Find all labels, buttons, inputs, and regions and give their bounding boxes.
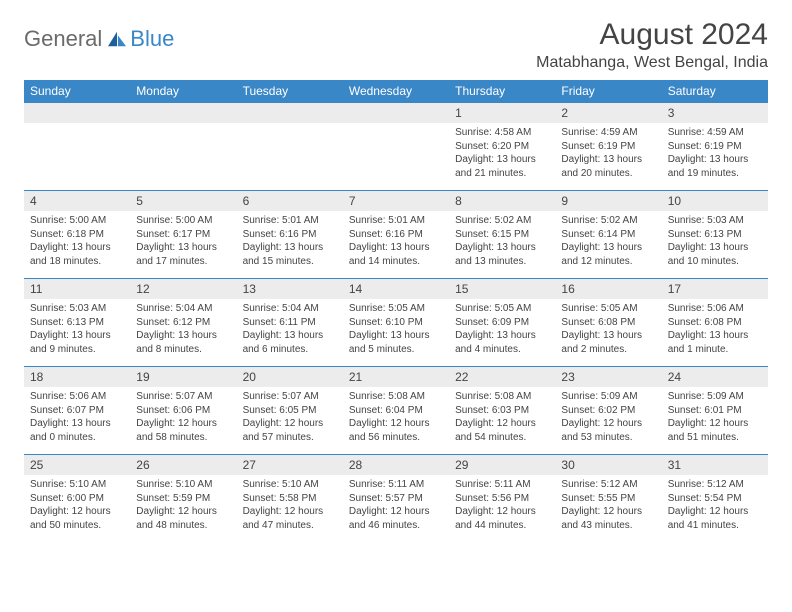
day-detail-cell: Sunrise: 5:12 AMSunset: 5:55 PMDaylight:…	[555, 475, 661, 542]
day-detail-cell: Sunrise: 5:05 AMSunset: 6:10 PMDaylight:…	[343, 299, 449, 367]
page-header: General Blue August 2024 Matabhanga, Wes…	[24, 18, 768, 72]
day-number-cell	[24, 103, 130, 124]
day-number-cell	[237, 103, 343, 124]
weekday-header-cell: Monday	[130, 80, 236, 103]
day-detail-cell: Sunrise: 5:00 AMSunset: 6:17 PMDaylight:…	[130, 211, 236, 279]
day-number-cell: 31	[662, 455, 768, 476]
day-number-cell: 6	[237, 191, 343, 212]
day-detail-cell: Sunrise: 5:04 AMSunset: 6:12 PMDaylight:…	[130, 299, 236, 367]
day-detail-cell: Sunrise: 5:02 AMSunset: 6:15 PMDaylight:…	[449, 211, 555, 279]
day-number-cell: 29	[449, 455, 555, 476]
day-detail-cell: Sunrise: 4:58 AMSunset: 6:20 PMDaylight:…	[449, 123, 555, 191]
day-detail-cell	[24, 123, 130, 191]
day-detail-cell: Sunrise: 5:07 AMSunset: 6:06 PMDaylight:…	[130, 387, 236, 455]
day-detail-cell	[237, 123, 343, 191]
day-number-cell: 10	[662, 191, 768, 212]
day-detail-row: Sunrise: 5:00 AMSunset: 6:18 PMDaylight:…	[24, 211, 768, 279]
day-detail-cell: Sunrise: 5:09 AMSunset: 6:02 PMDaylight:…	[555, 387, 661, 455]
weekday-header-cell: Friday	[555, 80, 661, 103]
calendar-page: General Blue August 2024 Matabhanga, Wes…	[0, 0, 792, 560]
weekday-header-cell: Saturday	[662, 80, 768, 103]
day-number-cell: 3	[662, 103, 768, 124]
day-number-cell: 22	[449, 367, 555, 388]
day-number-cell: 2	[555, 103, 661, 124]
day-number-cell: 28	[343, 455, 449, 476]
weekday-header-row: SundayMondayTuesdayWednesdayThursdayFrid…	[24, 80, 768, 103]
day-number-cell: 12	[130, 279, 236, 300]
day-number-cell: 25	[24, 455, 130, 476]
day-detail-cell: Sunrise: 5:11 AMSunset: 5:57 PMDaylight:…	[343, 475, 449, 542]
title-block: August 2024 Matabhanga, West Bengal, Ind…	[536, 18, 768, 72]
day-detail-row: Sunrise: 4:58 AMSunset: 6:20 PMDaylight:…	[24, 123, 768, 191]
weekday-header-cell: Thursday	[449, 80, 555, 103]
day-detail-cell: Sunrise: 5:08 AMSunset: 6:04 PMDaylight:…	[343, 387, 449, 455]
day-detail-cell: Sunrise: 5:10 AMSunset: 5:59 PMDaylight:…	[130, 475, 236, 542]
day-number-cell: 8	[449, 191, 555, 212]
day-number-row: 18192021222324	[24, 367, 768, 388]
day-number-row: 45678910	[24, 191, 768, 212]
day-detail-cell: Sunrise: 5:05 AMSunset: 6:09 PMDaylight:…	[449, 299, 555, 367]
day-number-cell: 4	[24, 191, 130, 212]
day-detail-cell: Sunrise: 5:04 AMSunset: 6:11 PMDaylight:…	[237, 299, 343, 367]
day-detail-cell: Sunrise: 5:12 AMSunset: 5:54 PMDaylight:…	[662, 475, 768, 542]
day-number-cell	[343, 103, 449, 124]
day-number-cell: 17	[662, 279, 768, 300]
day-number-cell: 27	[237, 455, 343, 476]
day-detail-cell: Sunrise: 5:10 AMSunset: 6:00 PMDaylight:…	[24, 475, 130, 542]
weekday-header-cell: Tuesday	[237, 80, 343, 103]
day-number-cell: 21	[343, 367, 449, 388]
weekday-header-cell: Sunday	[24, 80, 130, 103]
day-detail-cell: Sunrise: 5:07 AMSunset: 6:05 PMDaylight:…	[237, 387, 343, 455]
day-number-cell: 13	[237, 279, 343, 300]
day-detail-cell: Sunrise: 5:01 AMSunset: 6:16 PMDaylight:…	[343, 211, 449, 279]
day-detail-cell	[343, 123, 449, 191]
day-number-cell: 5	[130, 191, 236, 212]
day-number-row: 11121314151617	[24, 279, 768, 300]
day-detail-cell: Sunrise: 5:08 AMSunset: 6:03 PMDaylight:…	[449, 387, 555, 455]
day-number-cell: 24	[662, 367, 768, 388]
weekday-header-cell: Wednesday	[343, 80, 449, 103]
day-detail-cell: Sunrise: 5:11 AMSunset: 5:56 PMDaylight:…	[449, 475, 555, 542]
day-detail-cell: Sunrise: 5:06 AMSunset: 6:08 PMDaylight:…	[662, 299, 768, 367]
day-number-cell: 20	[237, 367, 343, 388]
day-number-cell: 14	[343, 279, 449, 300]
logo-text-blue: Blue	[130, 26, 174, 52]
day-number-cell	[130, 103, 236, 124]
day-number-cell: 15	[449, 279, 555, 300]
day-number-cell: 11	[24, 279, 130, 300]
day-detail-cell: Sunrise: 5:10 AMSunset: 5:58 PMDaylight:…	[237, 475, 343, 542]
day-detail-row: Sunrise: 5:06 AMSunset: 6:07 PMDaylight:…	[24, 387, 768, 455]
day-number-row: 25262728293031	[24, 455, 768, 476]
day-detail-cell: Sunrise: 5:01 AMSunset: 6:16 PMDaylight:…	[237, 211, 343, 279]
day-detail-cell: Sunrise: 5:05 AMSunset: 6:08 PMDaylight:…	[555, 299, 661, 367]
day-number-cell: 26	[130, 455, 236, 476]
day-detail-cell: Sunrise: 5:02 AMSunset: 6:14 PMDaylight:…	[555, 211, 661, 279]
day-number-cell: 9	[555, 191, 661, 212]
day-detail-cell	[130, 123, 236, 191]
day-number-cell: 1	[449, 103, 555, 124]
day-number-cell: 18	[24, 367, 130, 388]
day-detail-cell: Sunrise: 5:06 AMSunset: 6:07 PMDaylight:…	[24, 387, 130, 455]
day-number-cell: 23	[555, 367, 661, 388]
day-number-cell: 16	[555, 279, 661, 300]
month-title: August 2024	[536, 18, 768, 52]
day-detail-row: Sunrise: 5:03 AMSunset: 6:13 PMDaylight:…	[24, 299, 768, 367]
day-number-cell: 30	[555, 455, 661, 476]
logo-sail-icon	[106, 30, 128, 48]
day-number-cell: 19	[130, 367, 236, 388]
day-detail-row: Sunrise: 5:10 AMSunset: 6:00 PMDaylight:…	[24, 475, 768, 542]
location-subtitle: Matabhanga, West Bengal, India	[536, 54, 768, 72]
day-detail-cell: Sunrise: 4:59 AMSunset: 6:19 PMDaylight:…	[662, 123, 768, 191]
day-number-row: 123	[24, 103, 768, 124]
day-detail-cell: Sunrise: 5:03 AMSunset: 6:13 PMDaylight:…	[662, 211, 768, 279]
day-number-cell: 7	[343, 191, 449, 212]
day-detail-cell: Sunrise: 5:03 AMSunset: 6:13 PMDaylight:…	[24, 299, 130, 367]
day-detail-cell: Sunrise: 4:59 AMSunset: 6:19 PMDaylight:…	[555, 123, 661, 191]
day-detail-cell: Sunrise: 5:09 AMSunset: 6:01 PMDaylight:…	[662, 387, 768, 455]
brand-logo: General Blue	[24, 18, 174, 52]
day-detail-cell: Sunrise: 5:00 AMSunset: 6:18 PMDaylight:…	[24, 211, 130, 279]
calendar-table: SundayMondayTuesdayWednesdayThursdayFrid…	[24, 80, 768, 542]
logo-text-general: General	[24, 26, 102, 52]
